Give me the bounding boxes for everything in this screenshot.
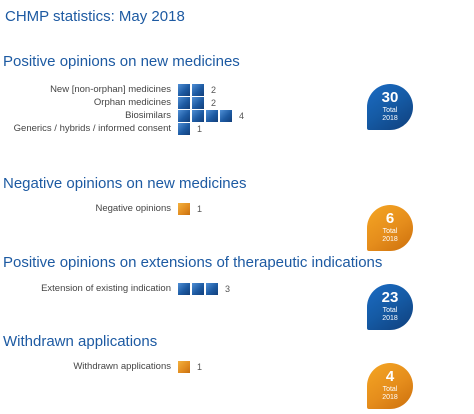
bar-block: [192, 84, 204, 96]
section-title: Negative opinions on new medicines: [3, 175, 247, 192]
total-year: 2018: [382, 394, 398, 401]
bar-block: [192, 97, 204, 109]
total-year: 2018: [382, 315, 398, 322]
value-label: 2: [211, 98, 217, 108]
row-label: Orphan medicines: [93, 97, 171, 108]
total-label: Total: [382, 386, 398, 393]
total-value: 4: [385, 368, 395, 385]
chart-row: New [non-orphan] medicines: [0, 83, 171, 97]
total-year: 2018: [382, 115, 398, 122]
row-label: New [non-orphan] medicines: [50, 84, 171, 95]
total-value: 6: [385, 210, 395, 227]
bar-block: [206, 283, 218, 295]
bar-block: [178, 84, 190, 96]
bar-block: [220, 110, 232, 122]
value-label: 2: [211, 85, 217, 95]
value-label: 1: [197, 124, 203, 134]
row-label: Negative opinions: [95, 203, 171, 214]
bar-block: [178, 97, 190, 109]
total-label: Total: [382, 107, 398, 114]
chart-row: Withdrawn applications: [0, 360, 171, 374]
bar-block: [192, 110, 204, 122]
section-title: Positive opinions on new medicines: [3, 53, 240, 70]
bar-block: [178, 361, 190, 373]
bar-block: [178, 203, 190, 215]
chart-row: Negative opinions: [0, 202, 171, 216]
total-value: 23: [381, 289, 399, 306]
value-label: 1: [197, 362, 203, 372]
section-title: Withdrawn applications: [3, 333, 158, 350]
row-label: Extension of existing indication: [41, 283, 171, 294]
chart-row: Orphan medicines: [0, 96, 171, 110]
bar-block: [178, 283, 190, 295]
total-badge: 23 Total 2018: [367, 284, 413, 330]
total-value: 30: [381, 89, 399, 106]
total-badge: 6 Total 2018: [367, 205, 413, 251]
value-label: 1: [197, 204, 203, 214]
row-label: Biosimilars: [125, 110, 171, 121]
bar-block: [178, 123, 190, 135]
row-label: Generics / hybrids / informed consent: [13, 123, 171, 134]
bar-block: [206, 110, 218, 122]
page-title: CHMP statistics: May 2018: [5, 8, 185, 25]
chart-row: Generics / hybrids / informed consent: [0, 122, 171, 136]
total-badge: 4 Total 2018: [367, 363, 413, 409]
total-label: Total: [382, 228, 398, 235]
total-badge: 30 Total 2018: [367, 84, 413, 130]
bar-block: [178, 110, 190, 122]
chart-row: Biosimilars: [0, 109, 171, 123]
bar-block: [192, 283, 204, 295]
total-label: Total: [382, 307, 398, 314]
chart-row: Extension of existing indication: [0, 282, 171, 296]
value-label: 4: [239, 111, 245, 121]
total-year: 2018: [382, 236, 398, 243]
value-label: 3: [225, 284, 231, 294]
row-label: Withdrawn applications: [73, 361, 171, 372]
section-title: Positive opinions on extensions of thera…: [3, 254, 383, 271]
